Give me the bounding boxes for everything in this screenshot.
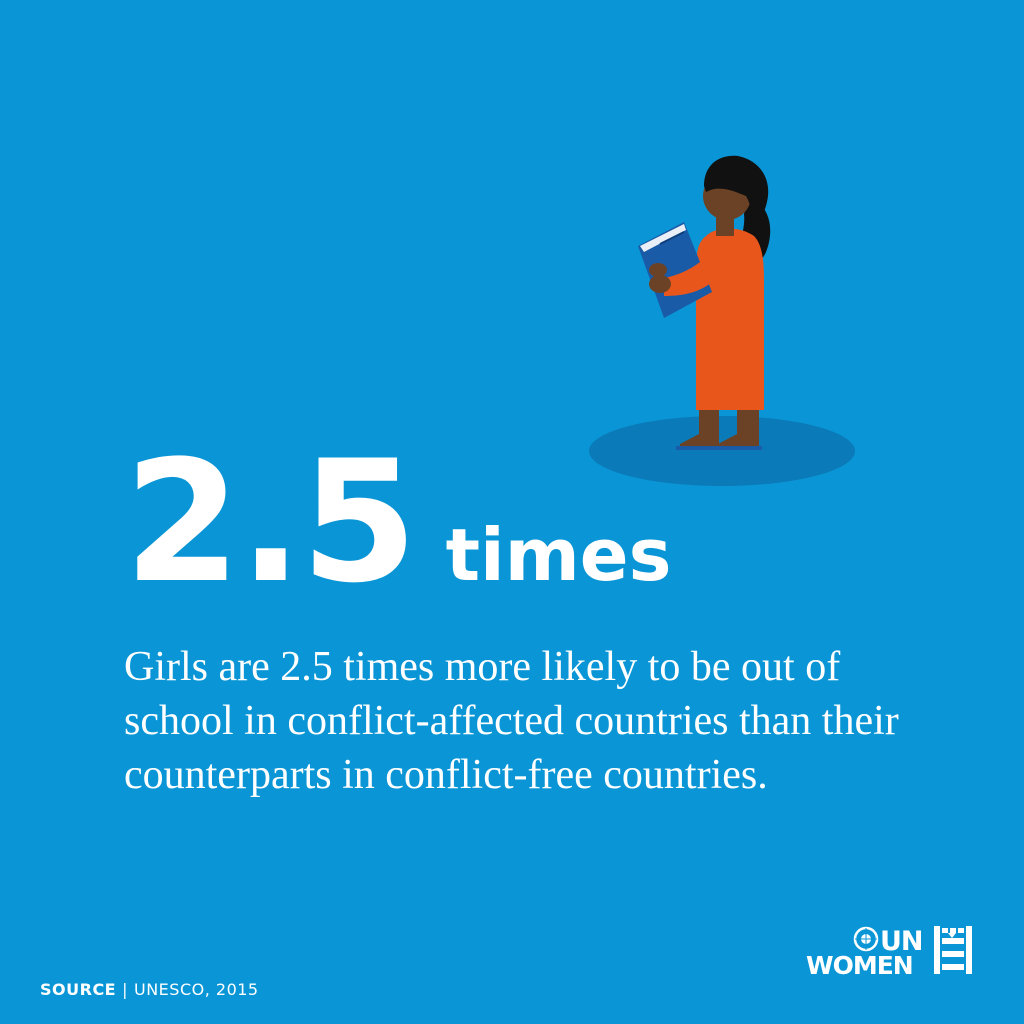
logo-women-text: WOMEN: [806, 951, 913, 976]
arm: [664, 262, 712, 296]
book: [638, 222, 712, 318]
un-women-symbol-icon: [934, 926, 972, 974]
un-emblem-icon: [853, 926, 879, 952]
source-label: SOURCE: [40, 980, 117, 999]
source-separator: |: [122, 980, 128, 999]
logo-un-text: UN: [880, 926, 923, 957]
headline-unit: times: [445, 513, 672, 597]
headline: 2.5 times: [124, 438, 671, 606]
hair: [704, 155, 769, 234]
ground-shadow: [589, 416, 855, 486]
un-women-logo: UN WOMEN: [806, 926, 972, 976]
dress: [696, 228, 764, 410]
description-text: Girls are 2.5 times more likely to be ou…: [124, 644, 899, 798]
girl-reading-book-illustration: [589, 155, 855, 486]
source-text: UNESCO, 2015: [134, 980, 259, 999]
headline-number: 2.5: [124, 424, 418, 620]
source-line: SOURCE | UNESCO, 2015: [40, 980, 259, 999]
